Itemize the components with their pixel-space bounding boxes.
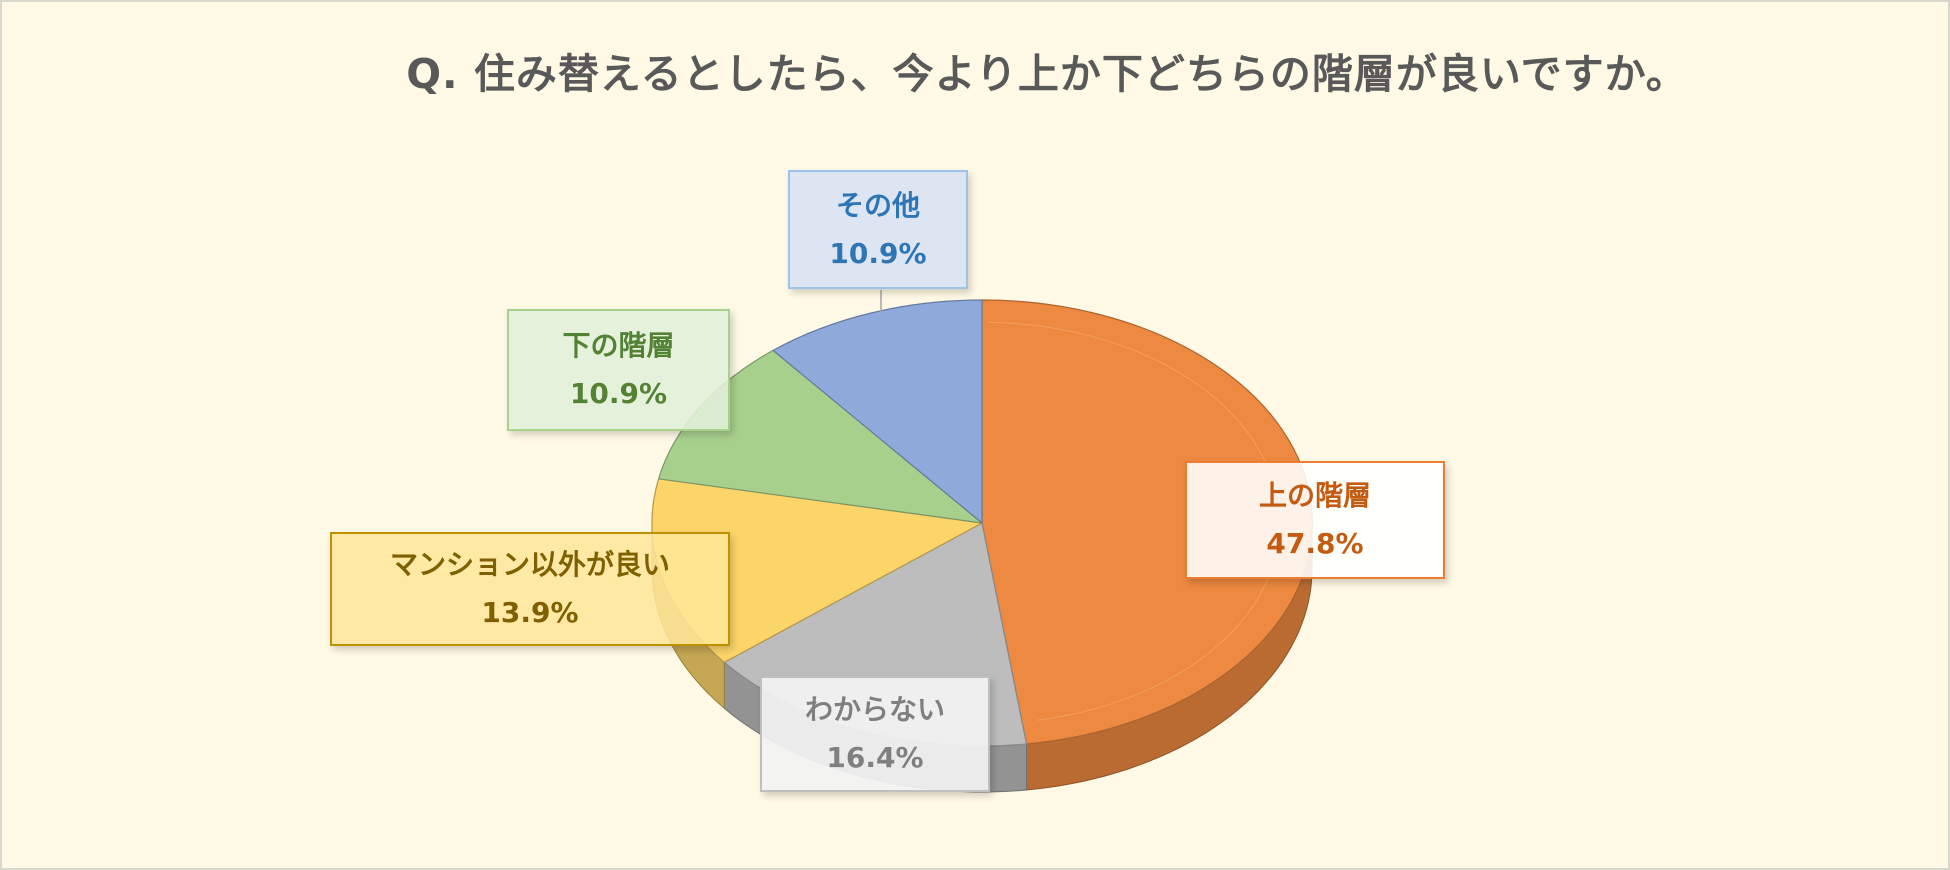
- data-label-0: 上の階層 47.8%: [1185, 461, 1445, 579]
- data-label-name: マンション以外が良い: [389, 548, 670, 581]
- data-label-3: 下の階層 10.9%: [507, 309, 730, 431]
- chart-title: Q. 住み替えるとしたら、今より上か下どちらの階層が良いですか。: [406, 50, 1688, 98]
- data-label-value: 10.9%: [569, 377, 668, 410]
- data-label-value: 13.9%: [481, 596, 579, 629]
- data-label-4: その他 10.9%: [788, 170, 968, 289]
- data-label-1: わからない 16.4%: [760, 676, 990, 792]
- data-label-name: その他: [835, 188, 920, 222]
- data-label-value: 16.4%: [826, 741, 924, 774]
- pie-slice-4: [772, 299, 983, 524]
- data-label-value: 10.9%: [829, 236, 927, 270]
- data-label-name: 下の階層: [562, 329, 675, 362]
- data-label-2: マンション以外が良い 13.9%: [330, 532, 730, 646]
- data-label-value: 47.8%: [1266, 527, 1364, 560]
- data-label-name: 上の階層: [1258, 479, 1371, 512]
- data-label-name: わからない: [804, 693, 945, 726]
